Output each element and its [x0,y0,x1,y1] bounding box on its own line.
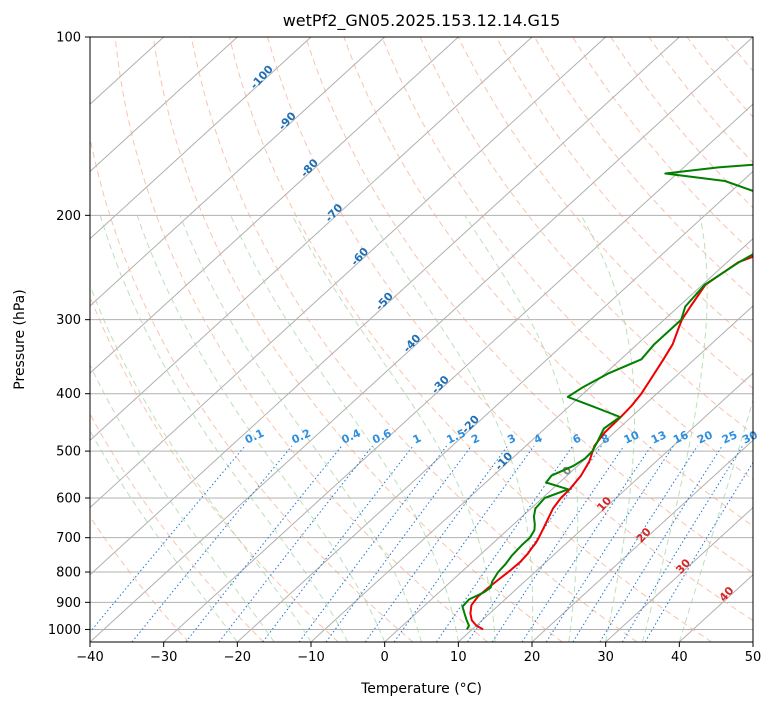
x-tick-label: 0 [381,650,389,665]
mixing-ratio-line [364,445,509,642]
isotherm-line [90,37,753,642]
x-tick-label: 40 [671,650,688,665]
mixing-ratio-label: 30 [740,428,760,446]
isotherm-line [236,170,753,642]
mixing-ratio-line [298,445,448,642]
isotherm-line [90,37,386,307]
mixing-ratio-label: 25 [720,428,739,446]
dry-adiabat-line [572,37,753,254]
isotherm-line [90,37,533,442]
y-axis-label: Pressure (hPa) [12,289,28,389]
mixing-ratio-line [644,461,753,642]
mixing-ratio-line [521,445,652,642]
x-axis-label: Temperature (°C) [360,681,482,697]
x-tick-label: 10 [450,650,467,665]
temperature-profile-line [469,255,753,631]
y-tick-label: 800 [56,566,81,581]
y-tick-label: 1000 [48,623,81,638]
plot-frame [89,36,754,643]
y-tick-label: 300 [56,313,81,328]
dry-adiabat-line [190,37,638,642]
mixing-ratio-line [393,445,535,642]
dewpoint-profile-line [461,163,753,630]
isotherm-line [310,237,753,642]
isotherm-line [457,372,753,642]
dry-adiabat-line [152,37,563,642]
moist-adiabat-line [99,215,349,642]
mixing-ratio-label: 20 [695,428,715,446]
x-tick-label: −20 [224,650,251,665]
dry-adiabat-line [90,135,414,642]
moist-adiabat-line [90,363,275,642]
x-tick-label: −30 [150,650,177,665]
y-tick-label: 500 [56,445,81,460]
isotherm-line [384,305,753,642]
y-tick-label: 900 [56,596,81,611]
mixing-ratio-line [90,445,246,633]
y-tick-label: 400 [56,387,81,402]
x-tick-label: 50 [745,650,762,665]
moist-adiabat-line [368,215,534,642]
mixing-ratio-line [491,445,625,642]
dry-adiabat-line [457,37,753,389]
dry-adiabat-line [90,412,264,642]
mixing-ratio-line [599,445,723,642]
isotherm-line [90,37,459,374]
mixing-ratio-label: 13 [649,428,668,446]
isotherm-line [90,37,312,240]
isotherm-line [163,103,753,642]
x-tick-label: −40 [76,650,103,665]
isotherm-line [531,439,753,642]
dry-adiabat-line [419,37,753,435]
dry-adiabat-line [381,37,753,481]
y-tick-label: 600 [56,492,81,507]
x-tick-label: 20 [524,650,541,665]
x-tick-label: 30 [597,650,614,665]
dry-adiabat-line [90,515,190,642]
y-tick-label: 700 [56,531,81,546]
mixing-ratio-line [572,445,699,642]
mixing-ratio-line [435,445,574,642]
isotherm-line [90,37,238,173]
isotherm-line [90,37,680,576]
mixing-ratio-line [218,445,373,642]
isotherm-line [90,37,607,509]
moist-adiabat-line [230,215,459,642]
y-tick-label: 100 [56,31,81,46]
dry-adiabat-line [343,37,753,527]
moist-adiabat-line [464,215,579,642]
moist-adiabat-line [580,215,635,642]
moist-adiabat-line [136,215,386,642]
mixing-ratio-line [621,445,744,642]
x-tick-label: −10 [297,650,324,665]
moist-adiabat-line [642,215,708,642]
mixing-ratio-line [185,445,343,642]
dry-adiabat-line [305,37,753,574]
mixing-ratio-label: 10 [622,428,642,446]
dry-adiabat-line [495,37,753,344]
chart-title: wetPf2_GN05.2025.153.12.14.G15 [283,11,561,31]
dry-adiabat-line [229,37,712,642]
mixing-ratio-label: 16 [671,428,691,446]
mixing-ratio-line [262,445,414,642]
isotherm-line [605,506,753,642]
mixing-ratio-line [325,445,472,642]
dry-adiabat-line [267,37,753,622]
mixing-ratio-line [545,445,674,642]
y-tick-label: 200 [56,209,81,224]
moist-adiabat-line [90,284,312,642]
